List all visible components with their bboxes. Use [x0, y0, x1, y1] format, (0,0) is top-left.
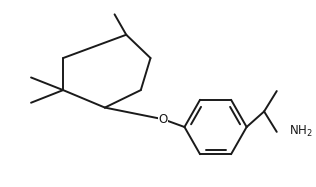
Text: NH$_2$: NH$_2$ [289, 124, 313, 139]
Text: O: O [159, 113, 168, 126]
